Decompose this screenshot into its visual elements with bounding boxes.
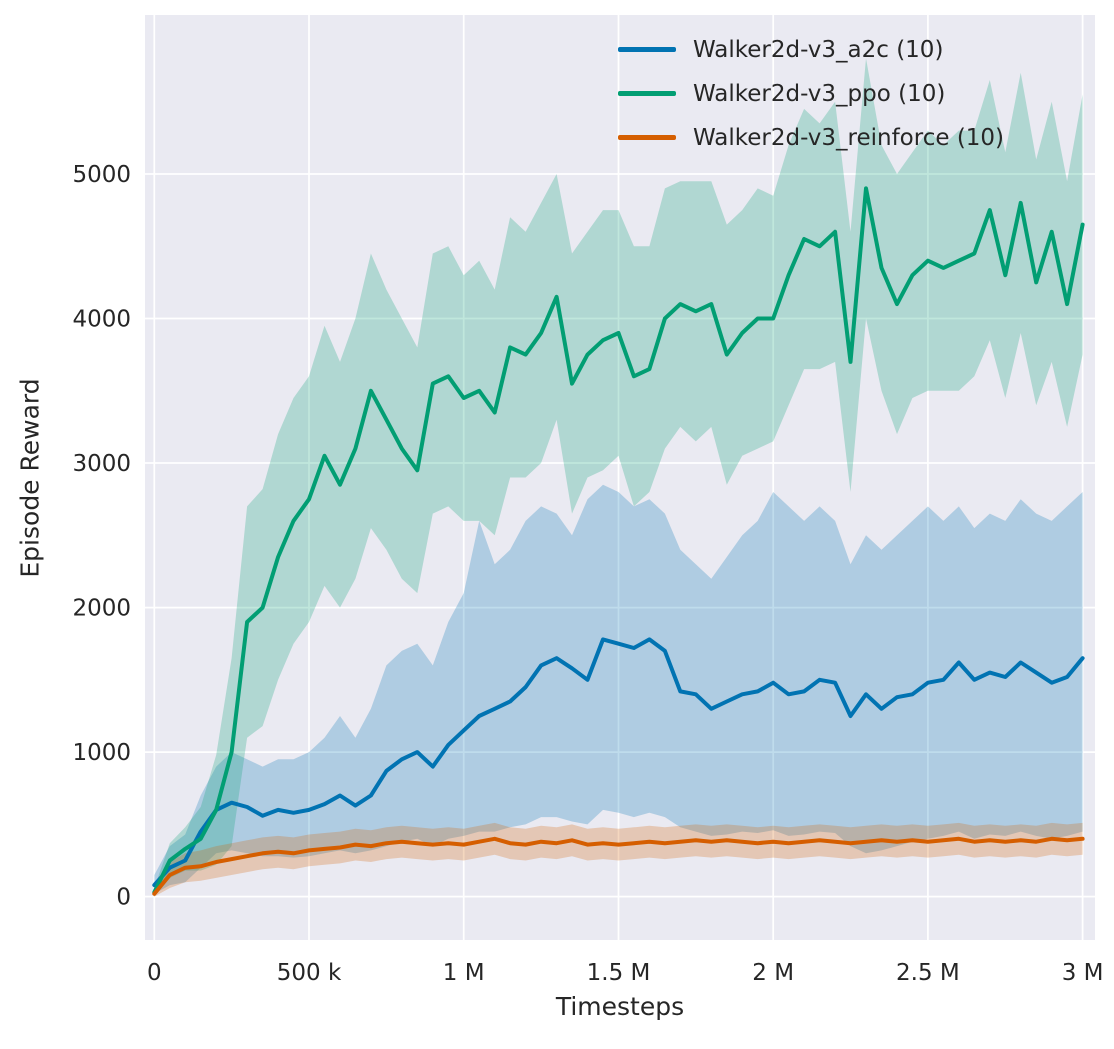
legend-swatch-ppo-icon [618, 91, 676, 96]
svg-text:1.5 M: 1.5 M [587, 960, 651, 986]
legend: Walker2d-v3_a2c (10) Walker2d-v3_ppo (10… [618, 32, 1004, 155]
svg-text:500 k: 500 k [277, 960, 342, 986]
svg-text:1 M: 1 M [443, 960, 485, 986]
legend-swatch-reinforce-icon [618, 135, 676, 140]
legend-swatch-a2c-icon [618, 47, 676, 52]
legend-label-reinforce: Walker2d-v3_reinforce (10) [693, 124, 1005, 151]
svg-text:3000: 3000 [72, 451, 131, 477]
svg-text:4000: 4000 [72, 307, 131, 333]
svg-text:0: 0 [147, 960, 162, 986]
legend-label-a2c: Walker2d-v3_a2c (10) [693, 36, 944, 63]
legend-label-ppo: Walker2d-v3_ppo (10) [693, 80, 946, 107]
svg-text:5000: 5000 [72, 162, 131, 188]
legend-item-a2c: Walker2d-v3_a2c (10) [618, 32, 1004, 67]
svg-text:2 M: 2 M [752, 960, 794, 986]
y-axis-label: Episode Reward [15, 378, 45, 578]
svg-text:2000: 2000 [72, 596, 131, 622]
legend-item-ppo: Walker2d-v3_ppo (10) [618, 76, 1004, 111]
svg-text:3 M: 3 M [1062, 960, 1104, 986]
legend-item-reinforce: Walker2d-v3_reinforce (10) [618, 120, 1004, 155]
svg-text:0: 0 [116, 885, 131, 911]
x-axis-label: Timesteps [555, 992, 685, 1021]
svg-text:1000: 1000 [72, 740, 131, 766]
svg-text:2.5 M: 2.5 M [896, 960, 960, 986]
